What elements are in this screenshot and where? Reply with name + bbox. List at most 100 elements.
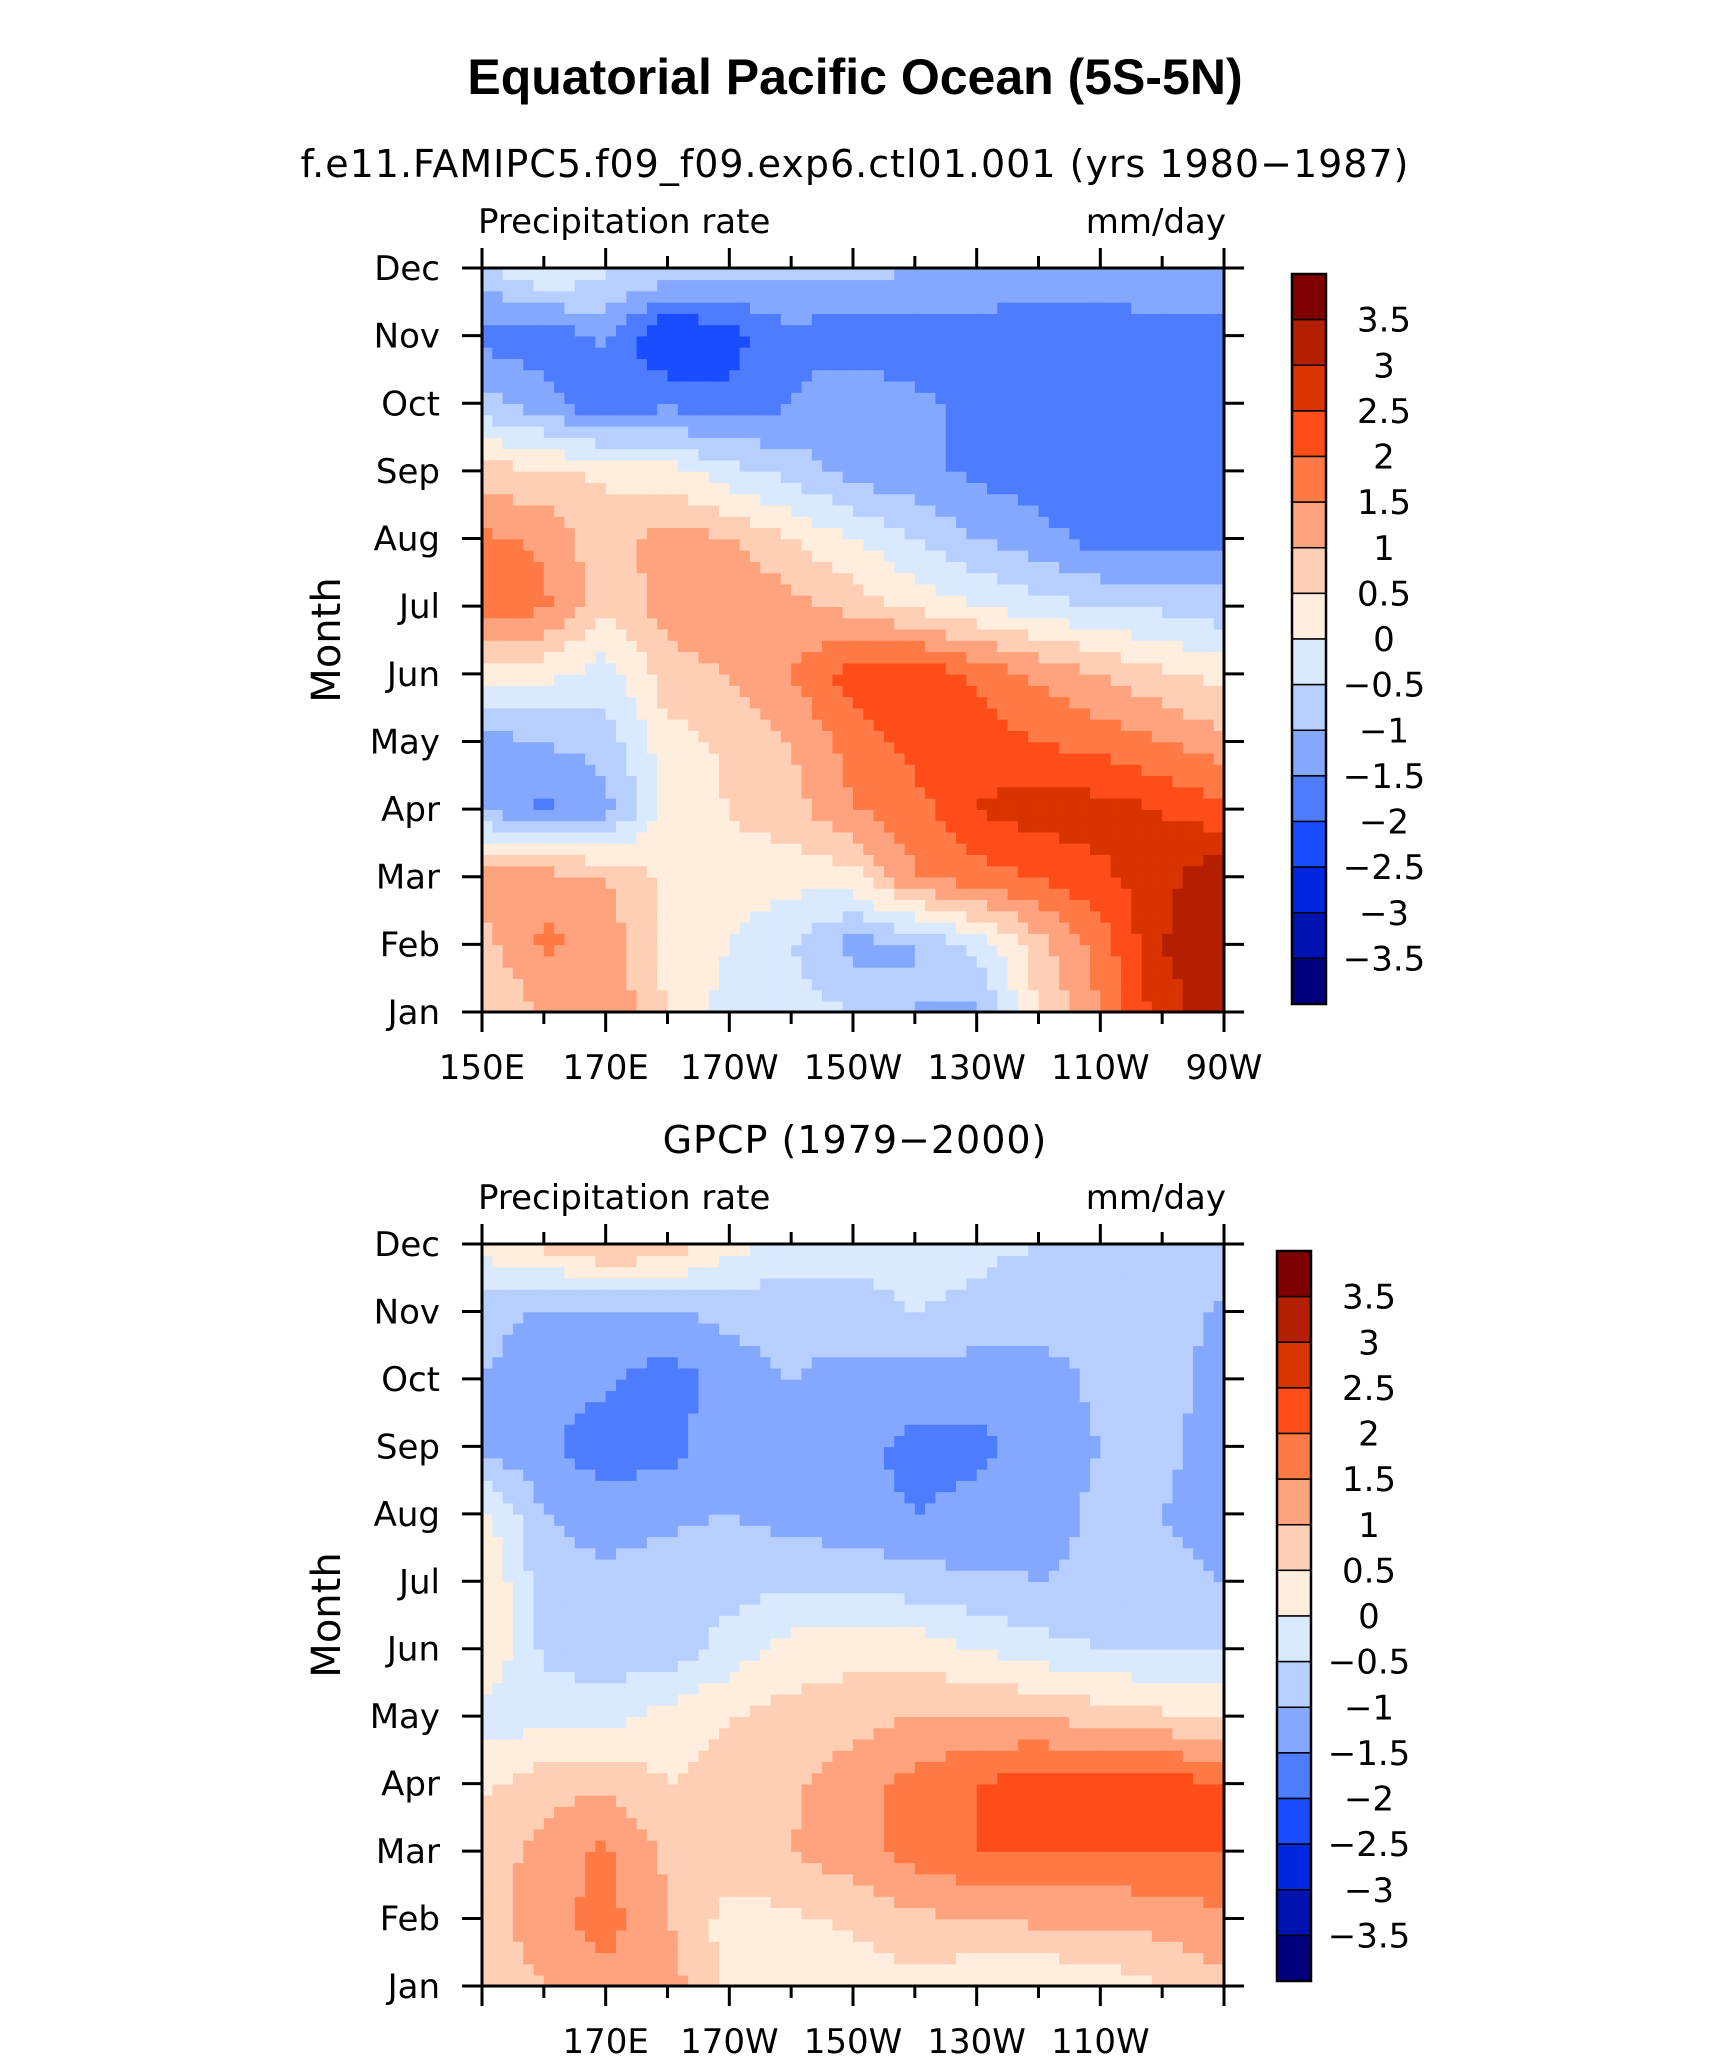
heatmap-cell — [543, 594, 555, 607]
heatmap-cell — [770, 493, 782, 506]
heatmap-cell — [1120, 876, 1133, 889]
heatmap-cell — [1007, 403, 1019, 416]
heatmap-cell — [883, 482, 896, 495]
heatmap-cell — [554, 606, 566, 619]
heatmap-cell — [502, 617, 514, 630]
heatmap-cell — [1048, 437, 1060, 450]
heatmap-cell — [667, 1929, 679, 1942]
heatmap-cell — [657, 324, 669, 337]
heatmap-cell — [811, 538, 823, 551]
heatmap-cell — [1100, 764, 1112, 777]
heatmap-cell — [667, 414, 679, 427]
heatmap-cell — [780, 966, 792, 979]
heatmap-cell — [595, 470, 607, 483]
x-tick-label: 150W — [804, 1048, 903, 1088]
heatmap-cell — [1120, 346, 1133, 359]
heatmap-cell — [554, 651, 566, 664]
heatmap-cell — [945, 876, 957, 889]
heatmap-cell — [1090, 628, 1102, 641]
heatmap-cell — [842, 685, 854, 698]
heatmap-cell — [863, 640, 875, 653]
heatmap-cell — [1213, 493, 1225, 506]
heatmap-cell — [873, 921, 885, 934]
heatmap-cell — [554, 549, 566, 562]
heatmap-cell — [564, 561, 576, 574]
heatmap-cell — [739, 493, 751, 506]
heatmap-cell — [853, 392, 865, 405]
heatmap-cell — [543, 301, 555, 314]
heatmap-cell — [574, 583, 586, 596]
heatmap-cell — [1069, 651, 1081, 664]
heatmap-cell — [533, 448, 545, 461]
heatmap-cell — [1100, 425, 1112, 438]
heatmap-cell — [976, 809, 988, 822]
heatmap-cell — [1172, 966, 1184, 979]
heatmap-cell — [811, 1000, 823, 1013]
heatmap-cell — [502, 978, 514, 991]
heatmap-cell — [1079, 358, 1091, 371]
heatmap-cell — [1213, 279, 1225, 292]
heatmap-cell — [533, 335, 545, 348]
heatmap-cell — [677, 651, 689, 664]
heatmap-cell — [863, 527, 875, 540]
heatmap-cell — [770, 842, 782, 855]
heatmap-cell — [749, 1000, 762, 1013]
heatmap-cell — [822, 290, 834, 303]
heatmap-cell — [657, 910, 669, 923]
heatmap-cell — [1028, 392, 1040, 405]
heatmap-cell — [739, 392, 751, 405]
heatmap-cell — [564, 696, 576, 709]
heatmap-cell — [523, 268, 535, 281]
heatmap-cell — [904, 888, 916, 901]
heatmap-cell — [1017, 865, 1029, 878]
heatmap-cell — [1079, 842, 1091, 855]
heatmap-cell — [595, 380, 607, 393]
heatmap-cell — [986, 572, 999, 585]
heatmap-cell — [914, 268, 926, 281]
heatmap-cell — [904, 606, 916, 619]
colorbar-frame — [1290, 272, 1328, 1006]
heatmap-cell — [564, 921, 576, 934]
heatmap-cell — [863, 561, 875, 574]
heatmap-cell — [523, 1963, 535, 1976]
heatmap-cell — [1172, 516, 1184, 529]
heatmap-cell — [1007, 290, 1019, 303]
heatmap-cell — [688, 279, 700, 292]
heatmap-cell — [1141, 662, 1153, 675]
heatmap-cell — [749, 448, 762, 461]
heatmap-cell — [1048, 392, 1060, 405]
heatmap-cell — [482, 933, 494, 946]
heatmap-cell — [1090, 403, 1102, 416]
heatmap-cell — [523, 369, 535, 382]
heatmap-cell — [533, 809, 545, 822]
heatmap-cell — [708, 718, 720, 731]
heatmap-cell — [657, 482, 669, 495]
heatmap-cell — [626, 301, 638, 314]
heatmap-cell — [605, 651, 617, 664]
heatmap-cell — [739, 696, 751, 709]
heatmap-cell — [1028, 741, 1040, 754]
heatmap-cell — [1048, 380, 1060, 393]
heatmap-cell — [811, 617, 823, 630]
heatmap-cell — [760, 606, 772, 619]
heatmap-cell — [1172, 707, 1184, 720]
heatmap-cell — [853, 662, 865, 675]
heatmap-cell — [708, 335, 720, 348]
heatmap-cell — [502, 290, 514, 303]
heatmap-cell — [780, 414, 792, 427]
heatmap-cell — [482, 718, 494, 731]
heatmap-cell — [863, 335, 875, 348]
heatmap-cell — [1193, 448, 1205, 461]
heatmap-cell — [482, 346, 494, 359]
heatmap-cell — [791, 425, 803, 438]
heatmap-cell — [1151, 888, 1163, 901]
heatmap-cell — [945, 527, 957, 540]
heatmap-cell — [626, 459, 638, 472]
colorbar-swatch — [1291, 866, 1327, 914]
heatmap-cell — [1059, 809, 1071, 822]
heatmap-cell — [1028, 831, 1040, 844]
heatmap-cell — [688, 775, 700, 788]
heatmap-cell — [626, 1974, 638, 1987]
heatmap-cell — [945, 797, 957, 810]
heatmap-cell — [615, 764, 628, 777]
